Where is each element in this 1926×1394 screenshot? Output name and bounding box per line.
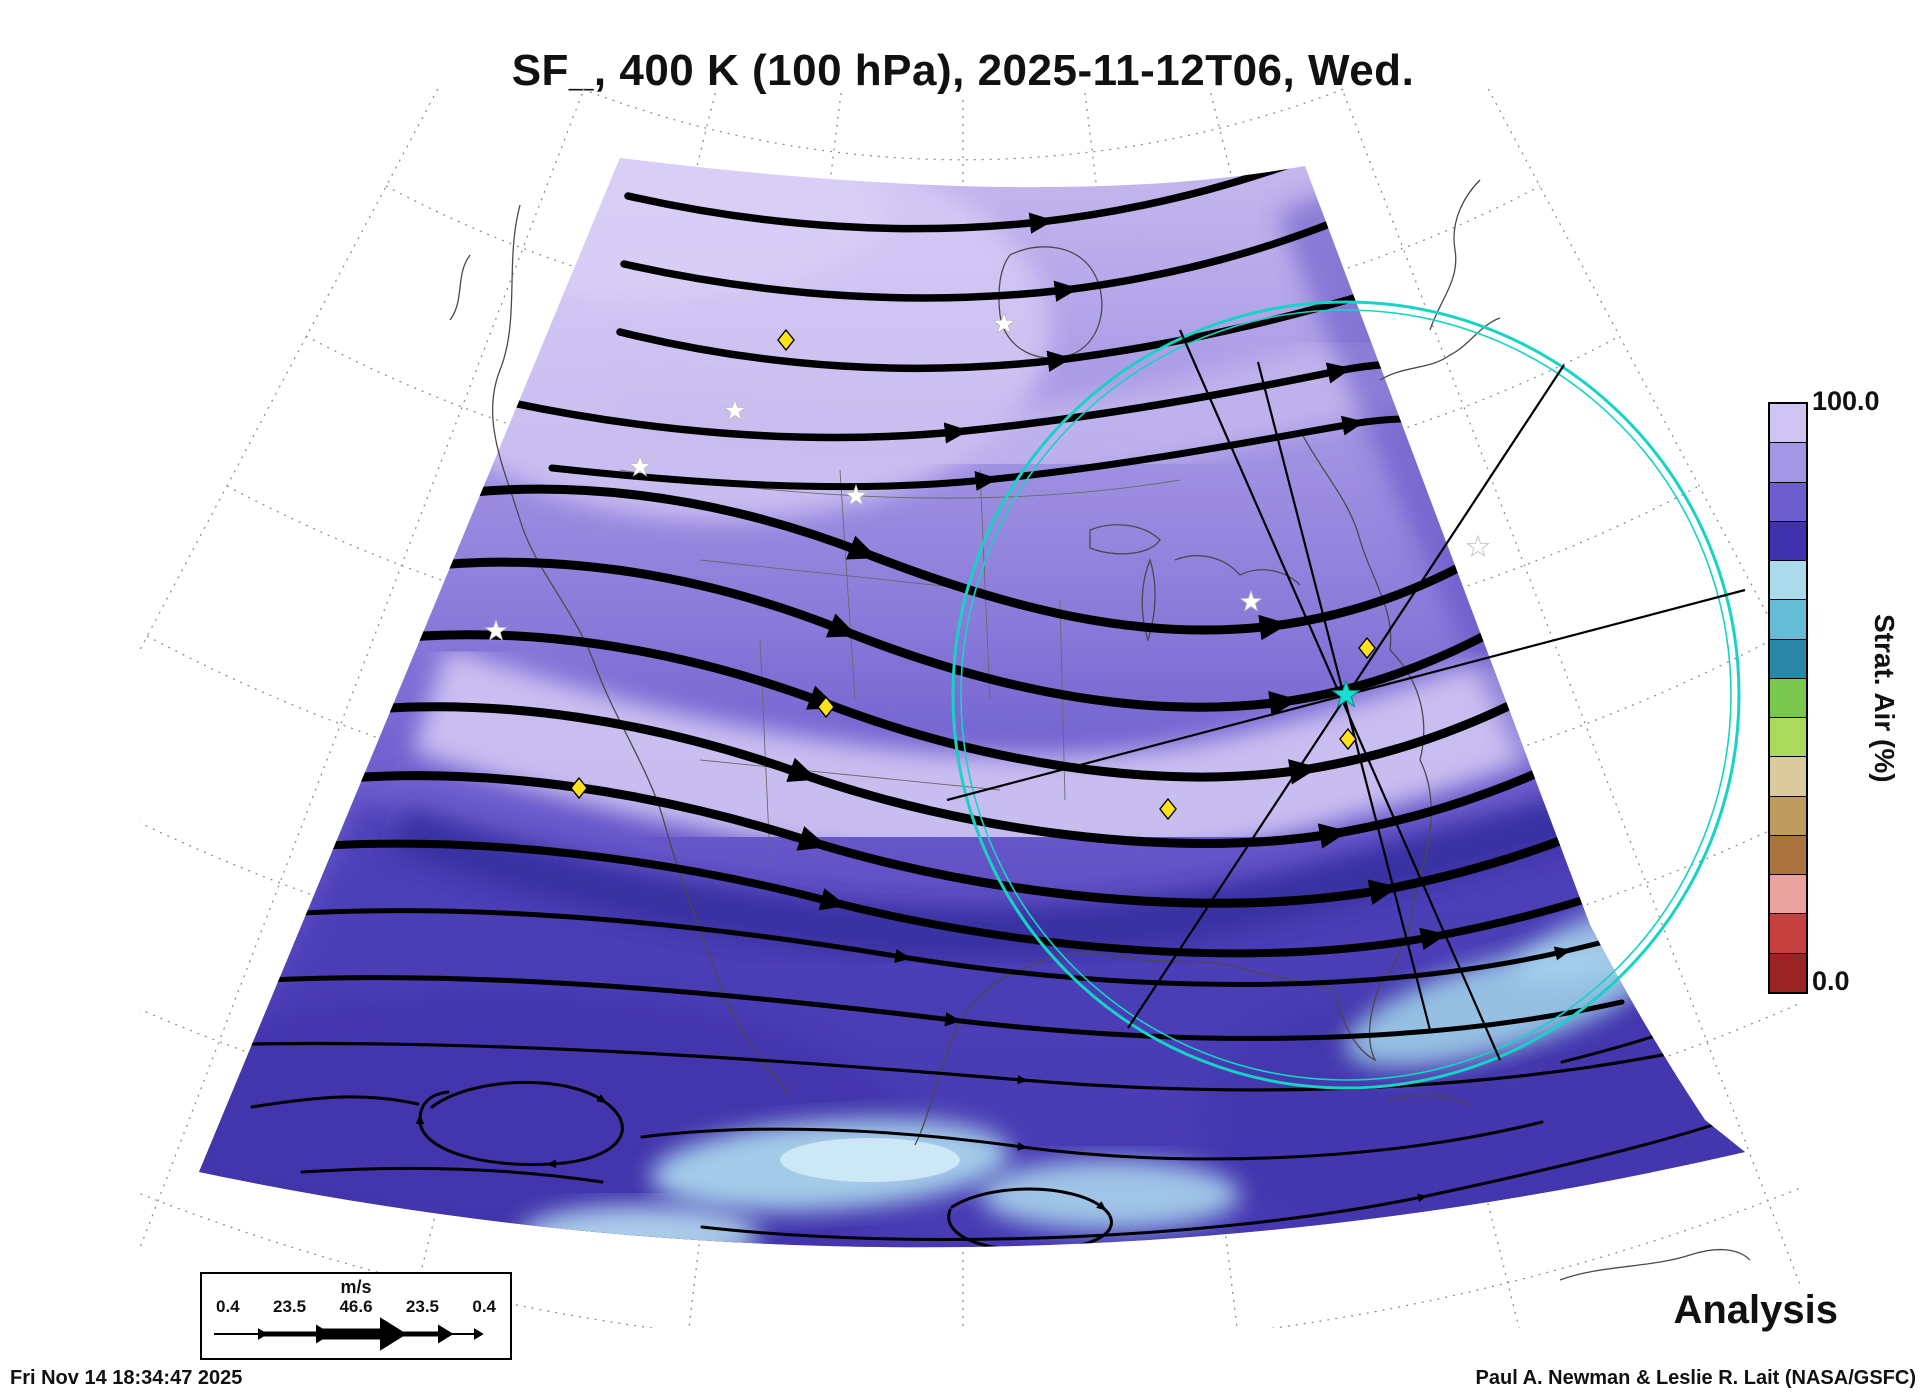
colorbar-scale bbox=[1768, 402, 1808, 994]
coastline bbox=[492, 204, 791, 1096]
markers-layer bbox=[484, 311, 1490, 821]
city-star-marker bbox=[1239, 589, 1263, 612]
coastline bbox=[914, 429, 1432, 1146]
coastline bbox=[1559, 1248, 1751, 1281]
graticule-meridian bbox=[1487, 88, 1800, 678]
graticule-parallel bbox=[305, 335, 1621, 501]
streamline bbox=[250, 1095, 420, 1109]
streamline bbox=[640, 1120, 1544, 1161]
wind-legend-units: m/s bbox=[340, 1277, 372, 1297]
graticule-meridian bbox=[140, 88, 586, 1250]
strat-air-shading bbox=[199, 158, 1745, 1248]
analysis-label: Analysis bbox=[1673, 1288, 1838, 1332]
coastline bbox=[1389, 1094, 1471, 1106]
streamline bbox=[415, 1080, 624, 1169]
colorbar-segment bbox=[1770, 677, 1806, 718]
colorbar-segment bbox=[1770, 520, 1806, 561]
city-star-marker bbox=[844, 483, 868, 506]
colorbar-segment bbox=[1770, 913, 1806, 953]
colorbar-segment bbox=[1770, 795, 1806, 835]
colorbar-segment bbox=[1770, 952, 1806, 992]
wind-arrow-head bbox=[474, 1328, 484, 1340]
wind-speed-label: 23.5 bbox=[405, 1297, 439, 1316]
graticule-parallel bbox=[226, 485, 1700, 670]
colorbar-segment bbox=[1770, 560, 1806, 600]
city-star-marker bbox=[723, 398, 747, 421]
city-star-marker bbox=[628, 454, 652, 477]
colorbar-segment bbox=[1770, 834, 1806, 875]
tropospheric-blue-patch bbox=[780, 1138, 960, 1182]
colorbar-segment bbox=[1770, 638, 1806, 678]
tropospheric-blue-patch bbox=[520, 1205, 760, 1248]
colorbar-max-label: 100.0 bbox=[1812, 386, 1880, 416]
coastline bbox=[1429, 179, 1481, 331]
wind-arrow-scale bbox=[214, 1317, 484, 1351]
wind-legend-values: 0.4 23.5 46.6 23.5 0.4 bbox=[202, 1297, 510, 1317]
wind-speed-label: 0.4 bbox=[472, 1297, 496, 1316]
streamline bbox=[624, 158, 1354, 234]
station-diamond-marker bbox=[817, 695, 835, 719]
wind-speed-label: 46.6 bbox=[339, 1297, 373, 1316]
city-star-marker bbox=[992, 311, 1016, 334]
streamline bbox=[264, 975, 1625, 1041]
city-star-marker bbox=[484, 618, 508, 641]
city-star-marker bbox=[1466, 534, 1490, 557]
colorbar-segment bbox=[1770, 481, 1806, 521]
credit: Paul A. Newman & Leslie R. Lait (NASA/GS… bbox=[1475, 1367, 1916, 1389]
streamline bbox=[700, 1120, 1724, 1241]
range-ring-inner bbox=[960, 309, 1732, 1081]
station-diamond-marker bbox=[1159, 797, 1177, 821]
graticule-parallel bbox=[140, 1187, 1800, 1328]
station-diamond-marker bbox=[570, 776, 588, 800]
station-diamond-marker bbox=[777, 328, 795, 352]
colorbar-segment bbox=[1770, 874, 1806, 914]
streamline bbox=[250, 1041, 1704, 1092]
colorbar-segment bbox=[1770, 442, 1806, 482]
station-diamond-marker bbox=[1339, 727, 1357, 751]
streamline bbox=[300, 1166, 604, 1184]
graticule-meridian bbox=[140, 88, 439, 652]
coastline bbox=[449, 254, 471, 321]
streamline bbox=[395, 477, 1597, 641]
station-diamond-marker bbox=[1358, 636, 1376, 660]
range-ring bbox=[951, 300, 1741, 1090]
colorbar-min-label: 0.0 bbox=[1812, 966, 1850, 996]
center-star-marker bbox=[1331, 679, 1361, 708]
page-title: SF_, 400 K (100 hPa), 2025-11-12T06, Wed… bbox=[511, 46, 1415, 95]
colorbar-segment bbox=[1770, 404, 1806, 443]
wind-speed-legend: m/s 0.4 23.5 46.6 23.5 0.4 bbox=[200, 1272, 512, 1360]
colorbar-segment bbox=[1770, 599, 1806, 639]
colorbar-segment bbox=[1770, 717, 1806, 757]
colorbar-title: Strat. Air (%) bbox=[1869, 613, 1900, 783]
colorbar-segment bbox=[1770, 756, 1806, 796]
graticule-meridian bbox=[1340, 88, 1800, 1287]
wind-speed-label: 23.5 bbox=[273, 1297, 307, 1316]
timestamp: Fri Nov 14 18:34:47 2025 bbox=[10, 1367, 243, 1389]
wind-speed-label: 0.4 bbox=[216, 1297, 240, 1316]
